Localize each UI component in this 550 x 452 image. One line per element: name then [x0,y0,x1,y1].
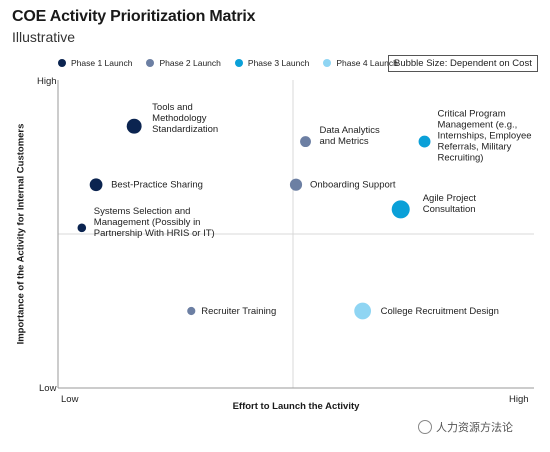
x-axis-title: Effort to Launch the Activity [232,401,360,412]
legend-item-phase-1: Phase 1 Launch [58,58,132,68]
legend-swatch-phase-4 [323,59,332,67]
bubble-3-0 [354,302,372,320]
wechat-icon [418,420,432,434]
bubble-label-2-1: Agile Project Consultation [423,193,477,215]
bubble-label-1-2: Recruiter Training [201,306,276,317]
x-tick-low: Low [61,394,79,405]
bubble-label-0-2: Systems Selection and Management (Possibl… [94,206,215,239]
watermark: 人力资源方法论 [418,419,513,435]
legend-label-phase-1: Phase 1 Launch [71,58,133,68]
bubble-0-1 [89,178,103,192]
chart-title: COE Activity Prioritization Matrix [12,8,256,25]
bubble-1-1 [289,178,303,191]
legend-label-phase-2: Phase 2 Launch [159,58,221,68]
legend: Phase 1 Launch Phase 2 Launch Phase 3 La… [58,58,398,68]
bubble-0-0 [126,118,142,134]
bubble-label-0-0: Tools and Methodology Standardization [152,102,218,135]
bubbles-group [77,118,431,320]
bubble-label-1-1: Onboarding Support [310,180,396,191]
y-tick-low: Low [39,383,57,394]
bubble-label-1-0: Data Analytics and Metrics [320,125,380,147]
legend-swatch-phase-1 [58,59,66,67]
y-tick-high: High [37,76,57,87]
bubble-label-2-0: Critical Program Management (e.g., Interns… [438,109,532,164]
x-tick-high: High [509,394,529,405]
bubble-1-2 [187,306,196,316]
legend-swatch-phase-2 [146,59,155,67]
labels-group: Tools and Methodology Standardization Best-… [94,102,532,317]
legend-item-phase-3: Phase 3 Launch [234,58,310,68]
legend-label-phase-3: Phase 3 Launch [247,58,310,68]
bubble-label-0-1: Best-Practice Sharing [111,180,203,191]
bubble-2-0 [418,135,431,148]
bubble-2-1 [391,200,410,219]
bubble-label-3-0: College Recruitment Design [381,306,499,317]
bubble-0-2 [77,223,87,233]
legend-swatch-phase-3 [234,59,243,67]
watermark-text: 人力资源方法论 [436,422,513,434]
legend-item-phase-2: Phase 2 Launch [146,58,221,68]
legend-label-phase-4: Phase 4 Launch [336,58,398,68]
chart-subtitle: Illustrative [12,29,76,45]
legend-item-phase-4: Phase 4 Launch [323,58,398,68]
bubble-1-0 [300,136,311,148]
bubble-size-note: Bubble Size: Dependent on Cost [388,55,538,72]
